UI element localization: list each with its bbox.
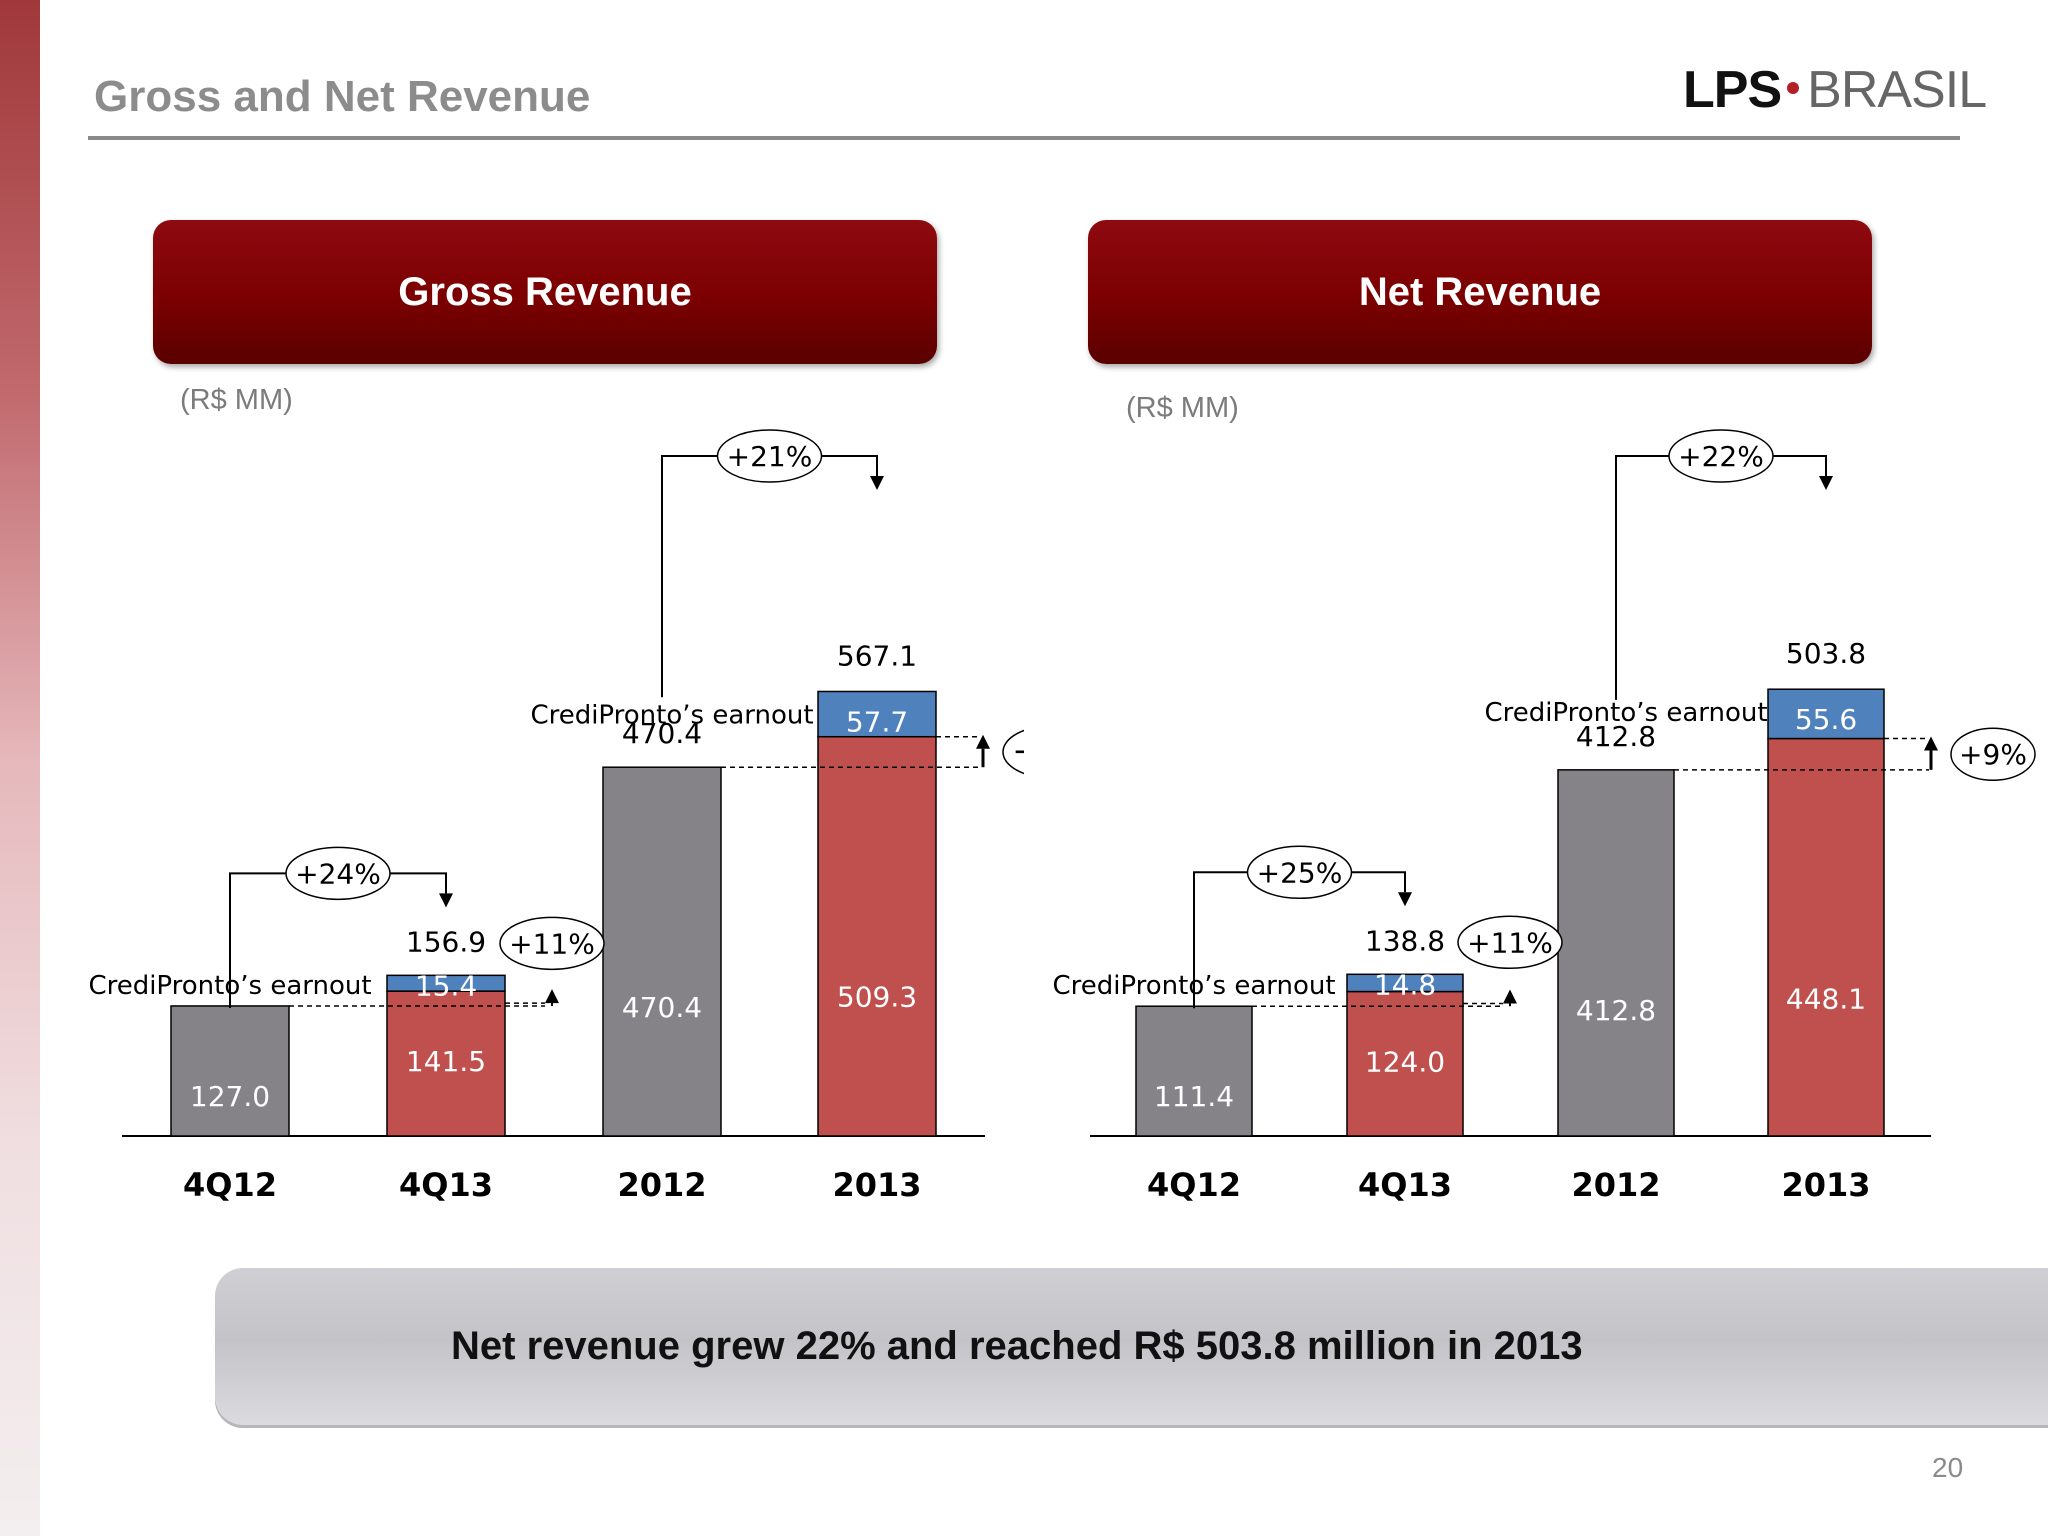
bar-value-4Q13-base: 124.0 xyxy=(1365,1046,1445,1079)
earnout-annotation-quarter: CrediPronto’s earnout xyxy=(1052,971,1335,1001)
bar-earnout-2013 xyxy=(817,690,937,738)
x-tick-label-2013: 2013 xyxy=(1781,1166,1870,1204)
bar-base-4Q13 xyxy=(1346,990,1464,1137)
growth-arrowhead-quarter xyxy=(545,989,559,1004)
earnout-annotation-annual: CrediPronto’s earnout xyxy=(1484,698,1767,728)
bar-earnout-4Q13 xyxy=(1346,973,1464,993)
gross-unit-label: (R$ MM) xyxy=(180,384,293,416)
bar-value-4Q13-earnout: 14.8 xyxy=(1374,968,1436,1001)
bar-value-4Q12: 111.4 xyxy=(1154,1080,1234,1113)
total-4Q13: 156.9 xyxy=(406,925,486,958)
logo-dot xyxy=(1787,82,1800,95)
growth-label-quarter-connector: +25% xyxy=(1257,856,1343,889)
growth-bubble-quarter xyxy=(1457,915,1563,970)
growth-bubble-annual xyxy=(1002,729,1024,775)
earnout-annotation-annual: CrediPronto’s earnout xyxy=(530,700,813,730)
page-title: Gross and Net Revenue xyxy=(94,72,591,121)
net-revenue-header: Net Revenue xyxy=(1088,220,1872,364)
total-2013: 503.8 xyxy=(1786,637,1866,670)
bar-value-2013-base: 509.3 xyxy=(837,981,917,1014)
bar-base-2013 xyxy=(817,735,937,1137)
growth-label-quarter-connector: +24% xyxy=(295,857,381,890)
x-tick-label-4Q12: 4Q12 xyxy=(183,1166,277,1204)
company-logo: LPS BRASIL xyxy=(1683,60,1987,120)
x-tick-label-2012: 2012 xyxy=(617,1166,706,1204)
growth-label-annual-connector: +21% xyxy=(727,440,813,473)
growth-bubble-quarter-connector xyxy=(285,846,391,901)
page-number: 20 xyxy=(1932,1452,1964,1483)
summary-banner: Net revenue grew 22% and reached R$ 503.… xyxy=(215,1268,2048,1428)
x-tick-label-4Q13: 4Q13 xyxy=(1358,1166,1452,1204)
growth-bubble-annual xyxy=(1950,727,2036,781)
bar-value-4Q13-base: 141.5 xyxy=(406,1045,486,1078)
gross-revenue-chart: 4Q12 4Q13 2012 2013 127.0 141.5 15.4 470.4 509.3… xyxy=(88,429,1024,1204)
growth-connector-arrow-annual xyxy=(1819,476,1833,490)
growth-label-quarter: +11% xyxy=(1467,926,1553,959)
net-unit-label: (R$ MM) xyxy=(1126,392,1239,424)
bar-value-2013-base: 448.1 xyxy=(1786,983,1866,1016)
banner-text: Net revenue grew 22% and reached R$ 503.… xyxy=(451,1324,1583,1368)
bar-base-4Q13 xyxy=(386,990,506,1137)
earnout-annotation-quarter: CrediPronto’s earnout xyxy=(88,971,371,1001)
bar-earnout-2013 xyxy=(1767,688,1885,740)
bar-value-4Q13-earnout: 15.4 xyxy=(415,969,477,1002)
bar-base-2012 xyxy=(1557,769,1675,1137)
growth-connector-arrow-quarter xyxy=(439,893,453,908)
total-2012: 470.4 xyxy=(622,717,702,750)
x-tick-label-2012: 2012 xyxy=(1571,1166,1660,1204)
growth-bubble-annual-connector xyxy=(716,429,823,483)
total-2012: 412.8 xyxy=(1576,720,1656,753)
growth-label-annual: +9% xyxy=(1959,738,2027,771)
net-revenue-chart: 4Q12 4Q13 2012 2013 111.4 124.0 14.8 412.8 448.1… xyxy=(1052,429,2036,1204)
bar-base-4Q12 xyxy=(170,1005,290,1137)
logo-brasil: BRASIL xyxy=(1807,61,1987,119)
bar-value-2012: 470.4 xyxy=(622,991,702,1024)
growth-connector-arrow-annual xyxy=(870,476,884,490)
x-tick-label-4Q13: 4Q13 xyxy=(399,1166,493,1204)
growth-arrowhead-annual xyxy=(976,734,990,749)
growth-label-annual: +8% xyxy=(1012,732,1024,770)
growth-arrowhead-quarter xyxy=(1503,989,1517,1004)
total-4Q13: 138.8 xyxy=(1365,924,1445,957)
growth-connector-arrow-quarter xyxy=(1398,892,1412,907)
growth-label-annual-connector: +22% xyxy=(1678,440,1764,473)
logo-lps: LPS xyxy=(1683,61,1782,119)
bar-base-2012 xyxy=(602,766,722,1137)
x-tick-label-2013: 2013 xyxy=(832,1166,921,1204)
growth-arrowhead-annual xyxy=(1924,736,1938,751)
bar-earnout-4Q13 xyxy=(386,974,506,992)
bar-base-2013 xyxy=(1767,737,1885,1137)
growth-bubble-quarter xyxy=(499,916,605,971)
gross-revenue-header: Gross Revenue xyxy=(153,220,937,364)
bar-value-2012: 412.8 xyxy=(1576,994,1656,1027)
side-gradient-strip xyxy=(0,0,40,1536)
bar-value-2013-earnout: 55.6 xyxy=(1795,703,1857,736)
growth-label-quarter: +11% xyxy=(509,927,595,960)
growth-bubble-quarter-connector xyxy=(1246,845,1353,900)
bar-base-4Q12 xyxy=(1135,1005,1253,1137)
growth-bubble-annual-connector xyxy=(1668,429,1774,483)
title-divider xyxy=(88,136,1960,140)
bar-value-4Q12: 127.0 xyxy=(190,1080,270,1113)
total-2013: 567.1 xyxy=(837,639,917,672)
x-tick-label-4Q12: 4Q12 xyxy=(1147,1166,1241,1204)
bar-value-2013-earnout: 57.7 xyxy=(846,705,908,738)
